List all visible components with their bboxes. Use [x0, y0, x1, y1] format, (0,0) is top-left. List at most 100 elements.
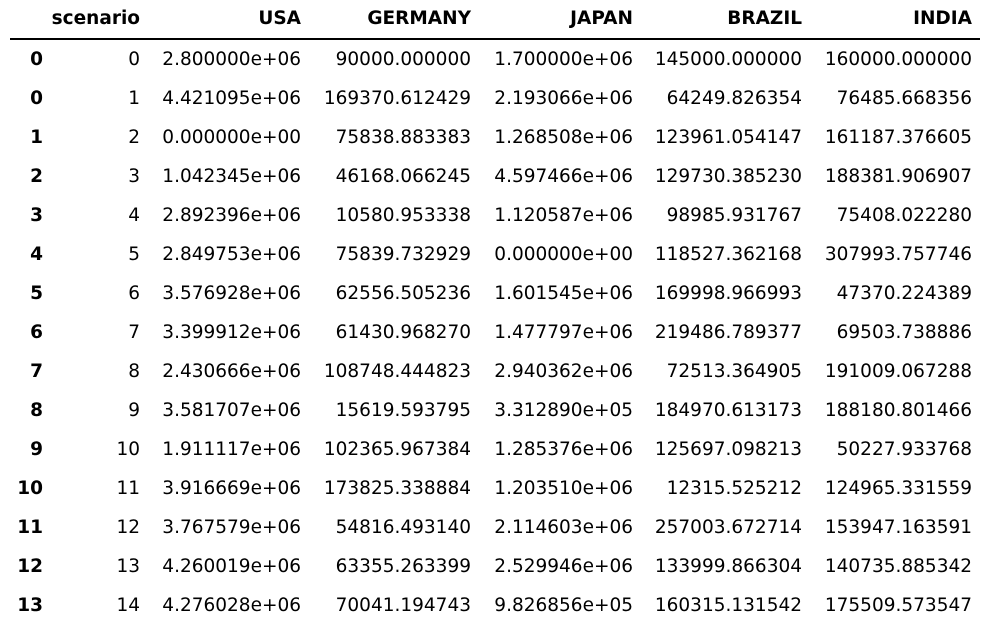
- usa-cell: 1.042345e+06: [162, 166, 301, 187]
- usa-cell: 2.430666e+06: [162, 361, 301, 382]
- header-usa: USA: [148, 0, 309, 40]
- brazil-cell: 72513.364905: [666, 361, 802, 382]
- table-row: 9 10 1.911117e+06 102365.967384 1.285376e+06…: [10, 430, 980, 469]
- header-india: INDIA: [810, 0, 980, 40]
- brazil-cell: 129730.385230: [654, 166, 802, 187]
- row-index-cell: 10: [17, 478, 43, 499]
- india-cell: 75408.022280: [836, 205, 972, 226]
- usa-cell: 4.276028e+06: [162, 595, 301, 616]
- japan-cell: 2.529946e+06: [494, 556, 633, 577]
- usa-cell: 3.916669e+06: [162, 478, 301, 499]
- germany-cell: 62556.505236: [335, 283, 471, 304]
- india-cell: 124965.331559: [824, 478, 972, 499]
- brazil-cell: 118527.362168: [654, 244, 802, 265]
- japan-cell: 1.268508e+06: [494, 127, 633, 148]
- row-index-cell: 3: [30, 205, 43, 226]
- row-index-cell: 13: [17, 595, 43, 616]
- japan-cell: 4.597466e+06: [494, 166, 633, 187]
- brazil-cell: 219486.789377: [654, 322, 802, 343]
- row-index-cell: 1: [30, 127, 43, 148]
- usa-cell: 2.892396e+06: [162, 205, 301, 226]
- japan-cell: 1.120587e+06: [494, 205, 633, 226]
- usa-cell: 2.849753e+06: [162, 244, 301, 265]
- japan-cell: 1.285376e+06: [494, 439, 633, 460]
- germany-cell: 90000.000000: [335, 49, 471, 70]
- table-row: 10 11 3.916669e+06 173825.338884 1.203510e+0…: [10, 469, 980, 508]
- usa-cell: 3.399912e+06: [162, 322, 301, 343]
- table-header: scenario USA GERMANY JAPAN BRAZIL INDIA: [10, 0, 980, 40]
- japan-cell: 2.193066e+06: [494, 88, 633, 109]
- header-row: scenario USA GERMANY JAPAN BRAZIL INDIA: [10, 0, 980, 40]
- row-index-cell: 9: [30, 439, 43, 460]
- scenario-cell: 5: [128, 244, 140, 265]
- table-row: 1 2 0.000000e+00 75838.883383 1.268508e+06 12…: [10, 118, 980, 157]
- germany-cell: 75838.883383: [335, 127, 471, 148]
- table-row: 3 4 2.892396e+06 10580.953338 1.120587e+06 98…: [10, 196, 980, 235]
- table-row: 7 8 2.430666e+06 108748.444823 2.940362e+06 7…: [10, 352, 980, 391]
- table-row: 2 3 1.042345e+06 46168.066245 4.597466e+06 12…: [10, 157, 980, 196]
- india-cell: 140735.885342: [824, 556, 972, 577]
- brazil-cell: 133999.866304: [654, 556, 802, 577]
- scenario-cell: 6: [128, 283, 140, 304]
- table-row: 6 7 3.399912e+06 61430.968270 1.477797e+06 21…: [10, 313, 980, 352]
- india-cell: 188180.801466: [824, 400, 972, 421]
- germany-cell: 15619.593795: [335, 400, 471, 421]
- scenario-cell: 0: [128, 49, 140, 70]
- usa-cell: 0.000000e+00: [162, 127, 301, 148]
- japan-cell: 1.601545e+06: [494, 283, 633, 304]
- germany-cell: 61430.968270: [335, 322, 471, 343]
- japan-cell: 3.312890e+05: [494, 400, 633, 421]
- scenario-cell: 12: [116, 517, 140, 538]
- scenario-cell: 2: [128, 127, 140, 148]
- japan-cell: 9.826856e+05: [494, 595, 633, 616]
- usa-cell: 4.260019e+06: [162, 556, 301, 577]
- row-index-cell: 0: [30, 49, 43, 70]
- germany-cell: 102365.967384: [323, 439, 471, 460]
- scenario-cell: 11: [116, 478, 140, 499]
- brazil-cell: 123961.054147: [654, 127, 802, 148]
- japan-cell: 2.114603e+06: [494, 517, 633, 538]
- japan-cell: 1.700000e+06: [494, 49, 633, 70]
- germany-cell: 10580.953338: [335, 205, 471, 226]
- india-cell: 307993.757746: [824, 244, 972, 265]
- brazil-cell: 12315.525212: [666, 478, 802, 499]
- india-cell: 175509.573547: [824, 595, 972, 616]
- brazil-cell: 169998.966993: [654, 283, 802, 304]
- brazil-cell: 145000.000000: [654, 49, 802, 70]
- japan-cell: 1.477797e+06: [494, 322, 633, 343]
- table-row: 0 0 2.800000e+06 90000.000000 1.700000e+06 14…: [10, 39, 980, 79]
- table-body: 0 0 2.800000e+06 90000.000000 1.700000e+06 14…: [10, 39, 980, 622]
- brazil-cell: 64249.826354: [666, 88, 802, 109]
- germany-cell: 75839.732929: [335, 244, 471, 265]
- india-cell: 161187.376605: [824, 127, 972, 148]
- japan-cell: 0.000000e+00: [494, 244, 633, 265]
- row-index-cell: 8: [30, 400, 43, 421]
- row-index-cell: 4: [30, 244, 43, 265]
- germany-cell: 70041.194743: [335, 595, 471, 616]
- table-row: 4 5 2.849753e+06 75839.732929 0.000000e+00 11…: [10, 235, 980, 274]
- row-index-cell: 5: [30, 283, 43, 304]
- germany-cell: 46168.066245: [335, 166, 471, 187]
- row-index-cell: 2: [30, 166, 43, 187]
- scenario-cell: 7: [128, 322, 140, 343]
- germany-cell: 173825.338884: [323, 478, 471, 499]
- scenario-cell: 14: [116, 595, 140, 616]
- germany-cell: 169370.612429: [323, 88, 471, 109]
- table-row: 8 9 3.581707e+06 15619.593795 3.312890e+05 18…: [10, 391, 980, 430]
- row-index-cell: 0: [30, 88, 43, 109]
- usa-cell: 3.576928e+06: [162, 283, 301, 304]
- scenario-cell: 1: [128, 88, 140, 109]
- usa-cell: 3.581707e+06: [162, 400, 301, 421]
- scenario-cell: 4: [128, 205, 140, 226]
- germany-cell: 108748.444823: [323, 361, 471, 382]
- header-germany: GERMANY: [309, 0, 479, 40]
- scenario-cell: 13: [116, 556, 140, 577]
- brazil-cell: 125697.098213: [654, 439, 802, 460]
- row-index-cell: 12: [17, 556, 43, 577]
- japan-cell: 1.203510e+06: [494, 478, 633, 499]
- row-index-cell: 11: [17, 517, 43, 538]
- table-row: 12 13 4.260019e+06 63355.263399 2.529946e+06…: [10, 547, 980, 586]
- india-cell: 188381.906907: [824, 166, 972, 187]
- header-japan: JAPAN: [479, 0, 641, 40]
